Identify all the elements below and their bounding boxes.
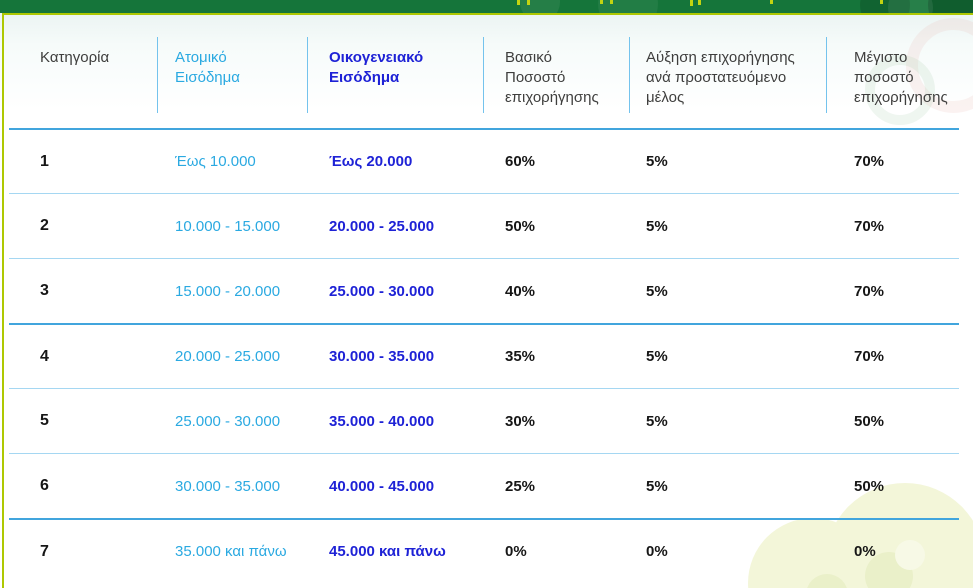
table-row: 5 25.000 - 30.000 35.000 - 40.000 30% 5%…: [9, 388, 959, 453]
table-row: 6 30.000 - 35.000 40.000 - 45.000 25% 5%…: [9, 453, 959, 518]
increase-cell: 5%: [646, 282, 668, 300]
max-rate-cell: 70%: [854, 348, 885, 365]
family-income-cell: 20.000 - 25.000: [329, 217, 435, 235]
header-increase-per-member: Αύξηση επιχορήγησης ανά προστατευόμενο μ…: [629, 15, 826, 128]
header-family-income: Οικογενειακό Εισόδημα: [307, 15, 483, 128]
individual-income-cell: 25.000 - 30.000: [175, 412, 281, 430]
basic-rate-cell: 40%: [505, 282, 536, 300]
table-row: 4 20.000 - 25.000 30.000 - 35.000 35% 5%…: [9, 323, 959, 388]
individual-income-cell: 30.000 - 35.000: [175, 477, 281, 495]
table-row: 3 15.000 - 20.000 25.000 - 30.000 40% 5%…: [9, 258, 959, 323]
category-cell: 6: [40, 477, 49, 494]
individual-income-cell: Έως 10.000: [175, 153, 256, 170]
basic-rate-cell: 35%: [505, 348, 536, 365]
category-cell: 4: [40, 347, 49, 365]
max-rate-cell: 50%: [854, 477, 885, 495]
decorative-circle: [895, 540, 925, 570]
basic-rate-cell: 30%: [505, 412, 536, 430]
increase-cell: 5%: [646, 348, 668, 365]
increase-cell: 5%: [646, 412, 668, 430]
category-cell: 2: [40, 217, 49, 234]
max-rate-cell: 0%: [854, 543, 876, 560]
table-row: 2 10.000 - 15.000 20.000 - 25.000 50% 5%…: [9, 193, 959, 258]
category-cell: 5: [40, 412, 49, 429]
category-cell: 7: [40, 542, 49, 560]
decorative-mark: [517, 0, 520, 5]
individual-income-cell: 15.000 - 20.000: [175, 282, 281, 300]
max-rate-cell: 70%: [854, 153, 885, 170]
decorative-circle: [520, 0, 560, 13]
decorative-mark: [880, 0, 883, 4]
table-header-row: Κατηγορία Ατομικό Εισόδημα Οικογενειακό …: [9, 15, 959, 128]
family-income-cell: 25.000 - 30.000: [329, 282, 435, 300]
family-income-cell: 40.000 - 45.000: [329, 477, 435, 495]
decorative-mark: [527, 0, 530, 5]
family-income-cell: 45.000 και πάνω: [329, 543, 446, 560]
header-max-rate: Μέγιστο ποσοστό επιχορήγησης: [826, 15, 959, 128]
family-income-cell: 35.000 - 40.000: [329, 412, 435, 430]
decorative-circle: [928, 0, 973, 13]
decorative-circle: [865, 55, 935, 125]
individual-income-cell: 35.000 και πάνω: [175, 543, 287, 560]
header-individual-income: Ατομικό Εισόδημα: [157, 15, 307, 128]
table-body: 1 Έως 10.000 Έως 20.000 60% 5% 70% 2 10.…: [9, 128, 959, 583]
table-row: 1 Έως 10.000 Έως 20.000 60% 5% 70%: [9, 128, 959, 193]
decorative-mark: [770, 0, 773, 4]
decorative-circle: [860, 0, 910, 13]
decorative-mark: [690, 0, 693, 6]
left-accent-border: [2, 13, 4, 588]
max-rate-cell: 70%: [854, 282, 885, 300]
basic-rate-cell: 60%: [505, 153, 536, 170]
family-income-cell: Έως 20.000: [329, 153, 413, 170]
header-category: Κατηγορία: [40, 49, 110, 66]
increase-cell: 5%: [646, 153, 668, 170]
basic-rate-cell: 0%: [505, 543, 527, 560]
category-cell: 3: [40, 282, 49, 299]
basic-rate-cell: 50%: [505, 217, 536, 235]
decorative-circle: [806, 574, 848, 588]
individual-income-cell: 20.000 - 25.000: [175, 348, 281, 365]
max-rate-cell: 70%: [854, 217, 885, 235]
top-green-bar: [0, 0, 973, 13]
increase-cell: 0%: [646, 543, 668, 560]
decorative-mark: [600, 0, 603, 4]
basic-rate-cell: 25%: [505, 477, 536, 495]
header-basic-rate: Βασικό Ποσοστό επιχορήγησης: [483, 15, 629, 128]
decorative-mark: [698, 0, 701, 5]
individual-income-cell: 10.000 - 15.000: [175, 217, 281, 235]
max-rate-cell: 50%: [854, 412, 885, 430]
increase-cell: 5%: [646, 477, 668, 495]
decorative-circle: [598, 0, 658, 13]
subsidy-table: Κατηγορία Ατομικό Εισόδημα Οικογενειακό …: [9, 15, 959, 583]
decorative-circle: [888, 0, 933, 13]
category-cell: 1: [40, 152, 49, 170]
decorative-mark: [610, 0, 613, 4]
accent-divider: [2, 13, 973, 15]
increase-cell: 5%: [646, 217, 668, 235]
table-row: 7 35.000 και πάνω 45.000 και πάνω 0% 0% …: [9, 518, 959, 583]
family-income-cell: 30.000 - 35.000: [329, 348, 435, 365]
